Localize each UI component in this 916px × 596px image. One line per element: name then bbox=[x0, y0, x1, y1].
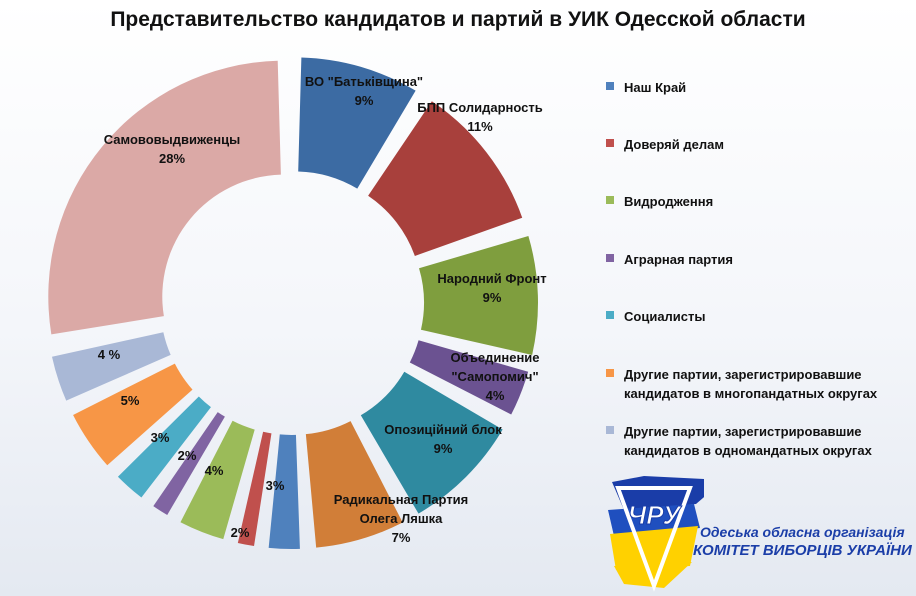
donut-slice bbox=[360, 371, 503, 514]
slice-label: ВО "Батьківщина" 9% bbox=[305, 74, 423, 108]
slice-label: 2% bbox=[231, 525, 250, 540]
donut-slice bbox=[73, 363, 193, 466]
donut-slice bbox=[419, 236, 538, 355]
slice-label: 3% bbox=[266, 478, 285, 493]
legend-swatch bbox=[606, 139, 614, 147]
donut-slice bbox=[305, 421, 403, 548]
slice-label: Опозиційний блок 9% bbox=[384, 422, 502, 456]
donut-slice bbox=[48, 60, 281, 335]
organization-name-line2: КОМІТЕТ ВИБОРЦІВ УКРАЇНИ bbox=[693, 542, 912, 559]
donut-slice bbox=[51, 332, 171, 401]
slice-label: 4 % bbox=[98, 347, 121, 362]
legend-swatch bbox=[606, 254, 614, 262]
legend-label: Другие партии, зарегистрировавшие кандид… bbox=[624, 424, 872, 458]
donut-chart: ВО "Батьківщина" 9% БПП Солидарность 11% Нар… bbox=[48, 57, 547, 549]
donut-slice bbox=[117, 396, 211, 498]
donut-slice bbox=[268, 434, 300, 549]
legend-swatch bbox=[606, 196, 614, 204]
logo-monogram: ЧРУ bbox=[628, 500, 683, 530]
slice-label: Народний Фронт 9% bbox=[437, 271, 546, 305]
slice-label: 3% bbox=[151, 430, 170, 445]
donut-slice bbox=[298, 57, 416, 189]
slice-label: 2% bbox=[178, 448, 197, 463]
legend-swatch bbox=[606, 311, 614, 319]
slice-label: 4% bbox=[205, 463, 224, 478]
legend-label: Социалисты bbox=[624, 309, 706, 324]
logo-emblem: ЧРУ bbox=[608, 476, 704, 592]
slice-label: Радикальная Партия Олега Ляшка 7% bbox=[334, 492, 469, 545]
legend-label: Видродження bbox=[624, 194, 714, 209]
legend-label: Наш Край bbox=[624, 80, 687, 95]
slice-label: 5% bbox=[121, 393, 140, 408]
legend-label: Другие партии, зарегистрировавшие кандид… bbox=[624, 367, 878, 401]
legend-label: Доверяй делам bbox=[624, 137, 724, 152]
donut-slice bbox=[237, 431, 272, 547]
organization-logo: ЧРУ Одеська обласна організація КОМІТЕТ … bbox=[604, 474, 914, 592]
donut-slice bbox=[153, 412, 225, 515]
donut-slice bbox=[368, 101, 523, 256]
legend-swatch bbox=[606, 82, 614, 90]
chart-title: Представительство кандидатов и партий в … bbox=[110, 8, 806, 31]
slice-label: Самововыдвиженцы 28% bbox=[104, 132, 240, 166]
legend-swatch bbox=[606, 426, 614, 434]
legend-swatch bbox=[606, 369, 614, 377]
slice-label: БПП Солидарность 11% bbox=[417, 100, 543, 134]
slice-label: Объединение "Самопомич" 4% bbox=[450, 350, 539, 403]
donut-slice bbox=[409, 340, 529, 415]
legend-label: Аграрная партия bbox=[624, 252, 733, 267]
organization-name-line1: Одеська обласна організація bbox=[700, 524, 905, 540]
donut-slice bbox=[180, 420, 255, 540]
